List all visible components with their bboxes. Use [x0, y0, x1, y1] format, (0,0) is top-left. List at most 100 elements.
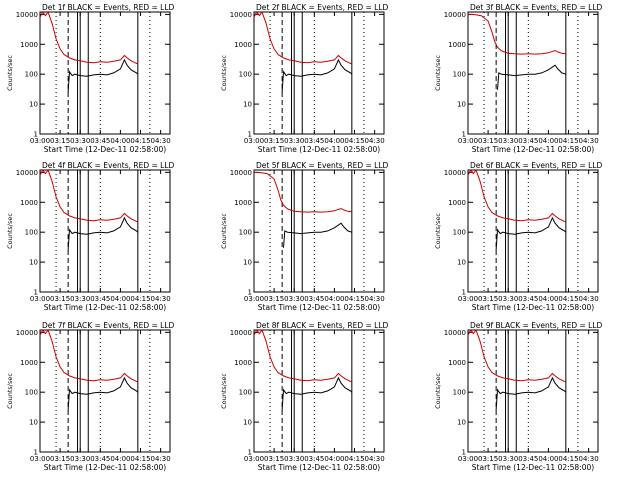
- y-tick-label: 10000: [16, 169, 38, 177]
- chart-title: Det 1f BLACK = Events, RED = LLD: [42, 3, 175, 12]
- x-axis-label: Start Time (12-Dec-11 02:58:00): [258, 145, 380, 154]
- x-tick-label: 03:00: [244, 455, 264, 463]
- y-axis-label: Counts/sec: [220, 213, 228, 249]
- plot-frame: [467, 11, 599, 135]
- x-tick-label: 04:15: [130, 455, 150, 463]
- plot-frame: [39, 329, 171, 453]
- x-tick-label: 04:30: [365, 455, 385, 463]
- x-tick-label: 03:15: [264, 295, 284, 303]
- series-line: [67, 58, 139, 93]
- series-line: [467, 168, 566, 223]
- chart-title: Det 3f BLACK = Events, RED = LLD: [470, 3, 603, 12]
- series-line: [39, 10, 138, 65]
- x-tick-label: 03:30: [70, 295, 90, 303]
- plot-frame: [253, 329, 385, 453]
- chart-title: Det 6f BLACK = Events, RED = LLD: [470, 161, 603, 170]
- chart-title: Det 2f BLACK = Events, RED = LLD: [256, 3, 389, 12]
- y-tick-label: 100: [239, 71, 252, 79]
- y-tick-label: 100: [453, 229, 466, 237]
- x-axis-label: Start Time (12-Dec-11 02:58:00): [472, 145, 594, 154]
- y-tick-label: 100: [25, 229, 38, 237]
- x-tick-label: 04:15: [558, 295, 578, 303]
- y-tick-label: 10000: [16, 329, 38, 337]
- y-tick-label: 10: [457, 259, 466, 267]
- x-tick-label: 03:00: [458, 455, 478, 463]
- x-tick-label: 03:30: [498, 295, 518, 303]
- y-tick-label: 10: [29, 259, 38, 267]
- y-axis-label: Counts/sec: [220, 373, 228, 409]
- x-axis-label: Start Time (12-Dec-11 02:58:00): [258, 463, 380, 472]
- y-tick-label: 100: [453, 389, 466, 397]
- y-tick-label: 1: [462, 131, 466, 139]
- plot-frame: [253, 169, 385, 293]
- x-tick-label: 03:45: [304, 455, 324, 463]
- y-tick-label: 10: [29, 101, 38, 109]
- y-tick-label: 1: [34, 131, 38, 139]
- y-tick-label: 10: [29, 419, 38, 427]
- chart-title: Det 9f BLACK = Events, RED = LLD: [470, 321, 603, 330]
- series-line: [497, 64, 566, 90]
- x-tick-label: 03:30: [70, 137, 90, 145]
- x-axis-label: Start Time (12-Dec-11 02:58:00): [44, 145, 166, 154]
- x-tick-label: 04:15: [344, 137, 364, 145]
- x-tick-label: 04:30: [151, 295, 171, 303]
- y-tick-label: 10000: [230, 329, 252, 337]
- x-axis-label: Start Time (12-Dec-11 02:58:00): [44, 303, 166, 312]
- y-tick-label: 10000: [16, 11, 38, 19]
- y-tick-label: 1: [248, 449, 252, 457]
- x-tick-label: 04:00: [538, 295, 558, 303]
- x-tick-label: 03:00: [244, 137, 264, 145]
- plot-frame: [39, 169, 171, 293]
- x-tick-label: 03:45: [90, 455, 110, 463]
- x-tick-label: 04:15: [130, 295, 150, 303]
- chart-title: Det 4f BLACK = Events, RED = LLD: [42, 161, 175, 170]
- y-tick-label: 1000: [20, 199, 38, 207]
- x-tick-label: 04:15: [344, 295, 364, 303]
- y-tick-label: 1000: [448, 359, 466, 367]
- y-tick-label: 1000: [20, 359, 38, 367]
- x-axis-label: Start Time (12-Dec-11 02:58:00): [44, 463, 166, 472]
- x-tick-label: 03:00: [30, 455, 50, 463]
- x-axis-label: Start Time (12-Dec-11 02:58:00): [472, 463, 594, 472]
- x-tick-label: 03:00: [458, 295, 478, 303]
- plot-frame: [467, 169, 599, 293]
- y-tick-label: 1: [248, 131, 252, 139]
- x-tick-label: 03:45: [518, 295, 538, 303]
- x-tick-label: 03:45: [518, 455, 538, 463]
- series-line: [495, 216, 567, 251]
- y-axis-label: Counts/sec: [434, 55, 442, 91]
- x-axis-label: Start Time (12-Dec-11 02:58:00): [258, 303, 380, 312]
- x-tick-label: 03:15: [50, 455, 70, 463]
- x-tick-label: 04:00: [324, 295, 344, 303]
- x-tick-label: 04:15: [344, 455, 364, 463]
- y-tick-label: 100: [239, 389, 252, 397]
- x-axis-label: Start Time (12-Dec-11 02:58:00): [472, 303, 594, 312]
- x-tick-label: 03:15: [478, 455, 498, 463]
- series-line: [253, 171, 352, 213]
- y-tick-label: 10: [243, 419, 252, 427]
- plot-frame: [253, 11, 385, 135]
- y-tick-label: 1: [34, 289, 38, 297]
- plot-frame: [467, 329, 599, 453]
- y-tick-label: 100: [25, 389, 38, 397]
- series-line: [283, 222, 352, 248]
- y-tick-label: 10: [457, 101, 466, 109]
- y-tick-label: 1: [34, 449, 38, 457]
- x-tick-label: 03:30: [284, 455, 304, 463]
- x-tick-label: 03:15: [50, 137, 70, 145]
- series-line: [253, 10, 352, 65]
- y-tick-label: 1000: [234, 199, 252, 207]
- y-tick-label: 1: [462, 449, 466, 457]
- x-tick-label: 03:15: [264, 137, 284, 145]
- y-axis-label: Counts/sec: [220, 55, 228, 91]
- series-line: [67, 216, 139, 251]
- chart-title: Det 7f BLACK = Events, RED = LLD: [42, 321, 175, 330]
- x-tick-label: 03:00: [458, 137, 478, 145]
- y-tick-label: 10000: [444, 11, 466, 19]
- x-tick-label: 04:15: [130, 137, 150, 145]
- series-line: [39, 328, 138, 383]
- x-tick-label: 03:00: [30, 295, 50, 303]
- x-tick-label: 04:15: [558, 137, 578, 145]
- x-tick-label: 04:00: [538, 455, 558, 463]
- y-tick-label: 100: [25, 71, 38, 79]
